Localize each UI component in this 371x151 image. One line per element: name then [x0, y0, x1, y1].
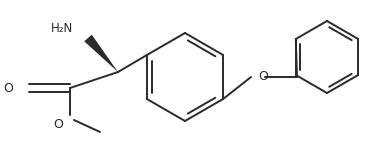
Text: H₂N: H₂N: [51, 21, 73, 34]
Text: O: O: [53, 117, 63, 130]
Polygon shape: [84, 35, 118, 72]
Text: O: O: [3, 82, 13, 95]
Text: O: O: [258, 71, 268, 84]
